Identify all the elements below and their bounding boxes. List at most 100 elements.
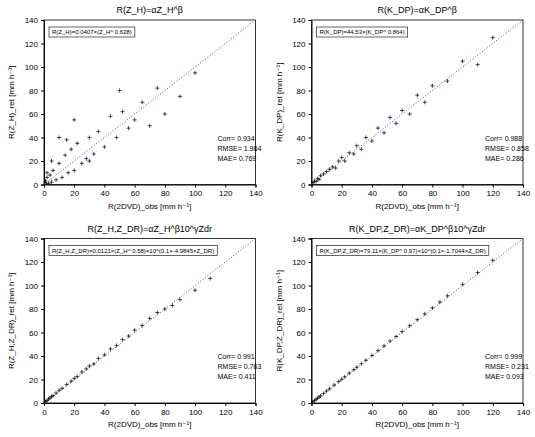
tick-label: 80 (428, 189, 437, 198)
point (400, 330, 404, 334)
chart-title: R(K_DP,Z_DR)=αK_DP^β10^γZdr (349, 224, 485, 234)
point (72, 168, 76, 172)
point (491, 258, 495, 262)
axis-line (45, 185, 257, 188)
point (317, 178, 321, 182)
axis-line (45, 404, 257, 407)
tick-label: 40 (368, 189, 377, 198)
tick-label: 0 (310, 189, 315, 198)
chart-title: R(K_DP)=αK_DP^β (378, 5, 457, 15)
tick-mark (41, 380, 44, 381)
point (163, 307, 167, 311)
tick: 40 (297, 352, 312, 361)
tick-label: 120 (292, 40, 306, 49)
tick: 20 (297, 157, 312, 166)
statistic: RMSE= 0.858 (485, 145, 529, 152)
tick: 20 (29, 157, 44, 166)
point (376, 349, 380, 353)
x-axis-title: R(2DVD)_obs [mm h⁻¹] (108, 420, 191, 429)
one-to-one-line (44, 239, 256, 404)
tick-label: 20 (338, 408, 347, 417)
tick: 80 (428, 403, 437, 417)
statistic: RMSE= 0.231 (485, 363, 529, 370)
tick-label: 140 (25, 235, 39, 244)
tick-label: 80 (29, 305, 38, 314)
tick: 20 (29, 376, 44, 385)
tick: 140 (292, 235, 311, 244)
tick-mark (74, 403, 75, 406)
tick-mark (41, 91, 44, 92)
point (50, 159, 54, 163)
tick-label: 60 (398, 408, 407, 417)
point (322, 391, 326, 395)
plot-frame (312, 239, 524, 404)
point (382, 131, 386, 135)
tick-mark (523, 185, 524, 188)
axis-line (41, 21, 45, 186)
tick-mark (41, 286, 44, 287)
tick-label: 80 (161, 189, 170, 198)
tick-mark (402, 185, 403, 188)
point (148, 124, 152, 128)
point (69, 379, 73, 383)
point (340, 377, 344, 381)
point (84, 157, 88, 161)
point (102, 145, 106, 149)
chart-title: R(Z_H)=αZ_H^β (117, 5, 183, 15)
point (69, 147, 73, 151)
tick: 0 (42, 185, 47, 199)
point (423, 312, 427, 316)
tick: 100 (292, 63, 311, 72)
plot-area (312, 239, 524, 404)
statistic: Corr= 0.999 (485, 353, 522, 360)
y-axis: 020406080100120140 (25, 16, 45, 190)
tick: 0 (301, 181, 311, 190)
tick-mark (309, 20, 312, 21)
tick-mark (41, 239, 44, 240)
tick-label: 100 (292, 282, 306, 291)
tick-label: 40 (29, 134, 38, 143)
tick-mark (74, 185, 75, 188)
tick-label: 60 (29, 110, 38, 119)
tick: 120 (25, 258, 44, 267)
tick-mark (309, 309, 312, 310)
panel: 020406080100120140020406080100120140R(K_… (275, 224, 531, 430)
tick-label: 100 (189, 408, 203, 417)
plot-area (44, 239, 256, 404)
tick-label: 60 (398, 189, 407, 198)
tick-mark (309, 138, 312, 139)
tick-mark (41, 185, 44, 186)
tick-mark (41, 67, 44, 68)
formula-box (49, 246, 217, 256)
fit-formula: R(Z_H,Z_DR)=0.0121×(Z_H^ 0.58)×10^(0.1×-… (52, 248, 214, 254)
tick-mark (165, 185, 166, 188)
tick-mark (309, 185, 312, 186)
point (476, 63, 480, 67)
point (208, 276, 212, 280)
tick: 100 (189, 185, 203, 199)
y-axis: 020406080100120140 (292, 16, 312, 190)
tick: 80 (161, 403, 170, 417)
point (394, 334, 398, 338)
point (60, 175, 64, 179)
tick-mark (309, 356, 312, 357)
tick: 60 (131, 185, 140, 199)
point (57, 388, 61, 392)
tick: 40 (100, 403, 109, 417)
tick: 80 (428, 185, 437, 199)
tick-label: 20 (297, 157, 306, 166)
tick-label: 140 (25, 16, 39, 25)
tick-mark (523, 403, 524, 406)
tick: 100 (25, 63, 44, 72)
tick-mark (493, 185, 494, 188)
tick-mark (309, 403, 312, 404)
tick-label: 40 (297, 134, 306, 143)
tick: 0 (42, 403, 47, 417)
tick-label: 0 (310, 408, 315, 417)
point (337, 159, 341, 163)
point (325, 389, 329, 393)
one-to-one-line (312, 239, 524, 404)
tick: 80 (161, 185, 170, 199)
tick-label: 120 (219, 189, 233, 198)
point (96, 130, 100, 134)
